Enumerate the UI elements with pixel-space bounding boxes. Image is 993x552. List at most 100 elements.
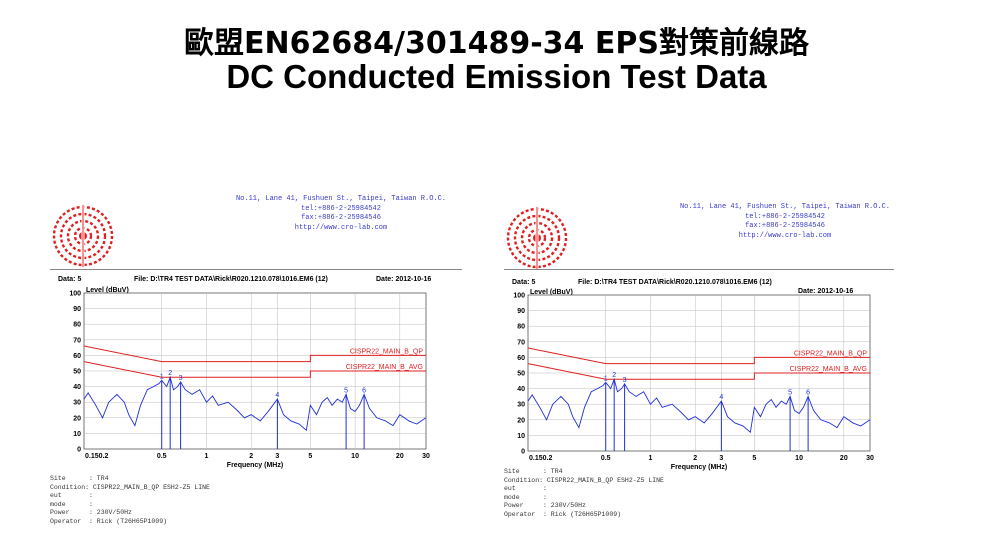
header-divider xyxy=(50,269,462,270)
info-line: Power : 230V/50Hz xyxy=(504,502,586,510)
data-label: Data: 5 xyxy=(512,279,536,286)
website-line: http://www.cro-lab.com xyxy=(738,231,832,240)
marker-label: 5 xyxy=(344,387,348,394)
info-line: Condition: CISPR22_MAIN_B_QP ESH2-Z5 LIN… xyxy=(50,483,210,491)
website-line: http://www.cro-lab.com xyxy=(294,223,388,232)
lab-address: No.11, Lane 41, Fushuen St., Taipei, Tai… xyxy=(216,195,466,233)
info-line: Site : TR4 xyxy=(504,468,563,475)
marker-label: 5 xyxy=(788,389,792,396)
x-tick-label: 3 xyxy=(719,455,723,462)
y-tick-label: 50 xyxy=(517,371,525,378)
x-tick-label: 5 xyxy=(308,453,312,460)
data-label: Data: 5 xyxy=(58,276,82,283)
marker-label: 6 xyxy=(362,387,366,394)
x-tick-label: 0.150.2 xyxy=(529,455,552,462)
info-line: Condition: CISPR22_MAIN_B_QP ESH2-Z5 LIN… xyxy=(504,476,664,484)
slide-title-line1: 歐盟EN62684/301489-34 EPS對策前線路 xyxy=(184,26,809,61)
x-tick-label: 0.5 xyxy=(601,455,611,462)
y-tick-label: 20 xyxy=(517,417,525,424)
x-tick-label: 20 xyxy=(840,455,848,462)
lab-logo-icon xyxy=(506,207,568,269)
emission-trace xyxy=(83,375,427,432)
x-tick-label: 2 xyxy=(249,453,253,460)
y-tick-label: 30 xyxy=(517,402,525,409)
emission-chart-left: Level (dBuV) 0 10 20 30 40 50 60 70 80 90 100 0.150.… xyxy=(69,287,430,469)
y-tick-label: 100 xyxy=(513,293,525,300)
y-tick-label: 0 xyxy=(77,447,81,454)
fax-line: fax:+886-2-25984546 xyxy=(745,222,825,230)
y-tick-label: 20 xyxy=(73,415,81,422)
y-axis-label: Level (dBuV) xyxy=(530,289,573,296)
limit-line xyxy=(83,361,426,378)
emission-trace xyxy=(527,377,871,434)
y-tick-label: 90 xyxy=(517,308,525,315)
marker-label: 3 xyxy=(179,375,183,382)
y-tick-label: 100 xyxy=(69,291,81,298)
info-line: mode : xyxy=(504,493,547,501)
info-line: Operator : Rick (T26H65P1009) xyxy=(50,517,168,525)
lab-logo-icon xyxy=(52,205,114,267)
y-tick-label: 90 xyxy=(73,306,81,313)
limit-line-label: CISPR22_MAIN_B_AVG xyxy=(346,364,423,371)
file-label: File: D:\TR4 TEST DATA\Rick\R020.1210.07… xyxy=(578,279,772,286)
y-tick-label: 70 xyxy=(517,339,525,346)
x-tick-label: 10 xyxy=(351,453,359,460)
info-line: Operator : Rick (T26H65P1009) xyxy=(504,510,622,518)
date-label: Date: 2012-10-16 xyxy=(376,276,432,283)
info-line: mode : xyxy=(50,500,93,508)
emission-report-right: No.11, Lane 41, Fushuen St., Taipei, Tai… xyxy=(480,185,920,545)
y-tick-label: 50 xyxy=(73,369,81,376)
limit-line-label: CISPR22_MAIN_B_QP xyxy=(794,350,867,357)
emission-chart-right: Level (dBuV) 0 10 20 30 40 50 60 70 80 90 100 0.150.… xyxy=(513,289,874,471)
x-tick-label: 2 xyxy=(693,455,697,462)
address-line: No.11, Lane 41, Fushuen St., Taipei, Tai… xyxy=(679,203,891,211)
x-tick-label: 0.150.2 xyxy=(85,453,108,460)
address-line: No.11, Lane 41, Fushuen St., Taipei, Tai… xyxy=(235,195,447,203)
y-tick-label: 40 xyxy=(73,384,81,391)
x-tick-label: 5 xyxy=(752,455,756,462)
marker-label: 2 xyxy=(612,372,616,379)
x-axis-label: Frequency (MHz) xyxy=(671,464,727,471)
marker-label: 1 xyxy=(604,375,608,382)
y-tick-label: 60 xyxy=(73,353,81,360)
x-tick-label: 10 xyxy=(795,455,803,462)
y-tick-label: 60 xyxy=(517,355,525,362)
y-tick-label: 40 xyxy=(517,386,525,393)
marker-label: 4 xyxy=(719,394,723,401)
x-tick-label: 0.5 xyxy=(157,453,167,460)
x-tick-label: 1 xyxy=(649,455,653,462)
phone-line: tel:+886-2-25984542 xyxy=(301,204,381,213)
limit-line xyxy=(527,363,870,380)
phone-line: tel:+886-2-25984542 xyxy=(745,212,825,221)
x-tick-label: 1 xyxy=(205,453,209,460)
y-tick-label: 10 xyxy=(73,431,81,438)
info-line: eut : xyxy=(50,492,93,500)
limit-line xyxy=(527,347,870,365)
header-divider xyxy=(504,269,894,270)
info-line: Site : TR4 xyxy=(50,475,109,482)
marker-label: 2 xyxy=(168,370,172,377)
test-info: Site : TR4 Condition: CISPR22_MAIN_B_QP E… xyxy=(504,468,664,520)
y-tick-label: 10 xyxy=(517,433,525,440)
marker-label: 3 xyxy=(623,377,627,384)
info-line: Power : 230V/50Hz xyxy=(50,509,132,517)
fax-line: fax:+886-2-25984546 xyxy=(301,214,381,222)
limit-line-label: CISPR22_MAIN_B_AVG xyxy=(790,366,867,373)
x-axis-label: Frequency (MHz) xyxy=(227,462,283,469)
y-tick-label: 0 xyxy=(521,449,525,456)
limit-line xyxy=(83,345,426,363)
y-tick-label: 80 xyxy=(73,322,81,329)
y-tick-label: 70 xyxy=(73,337,81,344)
y-axis-label: Level (dBuV) xyxy=(86,287,129,294)
x-tick-label: 20 xyxy=(396,453,404,460)
x-tick-label: 30 xyxy=(866,455,874,462)
info-line: eut : xyxy=(504,485,547,493)
date-label: Date: 2012-10-16 xyxy=(798,288,854,295)
marker-label: 4 xyxy=(275,392,279,399)
slide-title-line2: DC Conducted Emission Test Data xyxy=(226,58,767,95)
emission-report-left: No.11, Lane 41, Fushuen St., Taipei, Tai… xyxy=(36,185,476,545)
marker-label: 6 xyxy=(806,389,810,396)
y-tick-label: 80 xyxy=(517,324,525,331)
file-label: File: D:\TR4 TEST DATA\Rick\R020.1210.07… xyxy=(134,276,328,283)
x-tick-label: 30 xyxy=(422,453,430,460)
